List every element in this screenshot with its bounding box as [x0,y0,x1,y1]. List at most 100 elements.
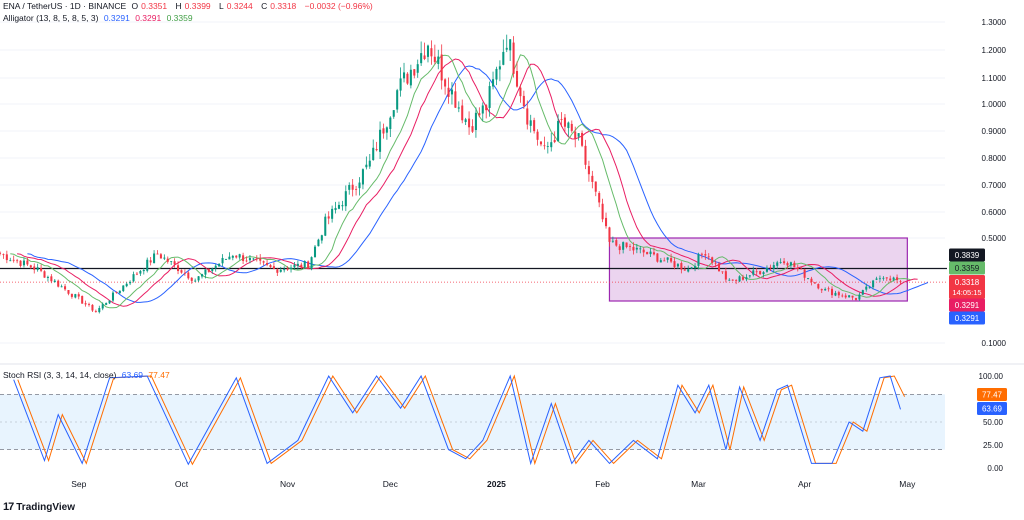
candle-body [180,270,183,273]
candle-body [546,146,549,147]
candle-body [207,269,210,272]
candle-body [642,249,645,253]
candle-body [605,217,608,227]
horizontal-line[interactable] [0,267,947,283]
candle-body [444,79,447,87]
candle-body [46,276,49,278]
candle-body [135,273,138,275]
candle-body [156,253,159,255]
stoch-d-line [17,374,906,466]
ohlc-close: C 0.3318 [261,1,297,11]
candle-body [885,277,888,279]
candle-body [122,285,125,292]
candle-body [639,248,642,250]
price-axis[interactable]: 1.3000 1.2000 1.1000 1.0000 0.9000 0.8000 0.70… [979,18,1007,473]
candle-body [461,105,464,121]
candle-body [420,53,423,64]
candle-body [2,254,5,256]
candle-body [170,261,173,262]
alligator-lips-line [10,54,911,309]
candle-body [844,295,847,298]
candle-body [796,267,799,270]
candle-body [666,257,669,260]
candle-body [581,132,584,146]
candle-body [663,260,666,262]
time-axis[interactable]: Sep Oct Nov Dec 2025 Feb Mar Apr May [71,479,916,489]
candle-body [611,240,614,242]
candle-body [872,280,875,288]
alligator-legend[interactable]: Alligator (13, 8, 5, 8, 5, 3) 0.3291 0.3… [3,12,196,24]
candle-body [601,203,604,220]
tradingview-logo[interactable]: 17 TradingView [3,501,75,513]
tradingview-logo-text: TradingView [16,501,75,513]
candle-body [748,275,751,277]
candle-body [505,47,508,50]
candle-body [584,145,587,165]
candle-body [313,246,317,258]
candle-body [105,303,108,305]
candle-body [868,287,871,289]
candle-body [721,271,724,273]
candle-body [53,280,56,283]
candle-body [800,268,803,270]
candle-body [190,277,193,281]
candle-body [331,208,334,219]
candle-body [591,175,594,182]
candle-body [652,252,655,255]
candle-body [714,262,717,264]
candle-body [509,39,512,51]
candle-body [159,254,162,259]
candle-body [632,246,635,251]
candle-body [765,267,768,272]
candle-body [837,292,840,296]
candle-body [221,257,224,264]
candle-body [481,105,484,114]
candle-body [33,266,36,270]
time-tick-label: Dec [383,479,399,489]
candle-body [851,295,854,298]
candle-body [498,66,501,70]
stoch-tick-label: 50.00 [983,418,1004,427]
tradingview-mark-icon: 17 [3,501,14,513]
candle-body [594,181,597,192]
candle-body [94,311,97,312]
candle-body [320,235,323,241]
candle-body [570,123,573,131]
candle-body [296,263,299,266]
candle-body [392,110,395,117]
consolidation-range-rectangle[interactable] [608,237,908,302]
candle-body [574,131,577,139]
candle-body [262,261,265,263]
time-tick-label: Oct [175,479,189,489]
candle-body [711,257,714,263]
symbol-title[interactable]: ENA / TetherUS · 1D · BINANCE [3,1,127,11]
time-tick-label: Feb [595,479,610,489]
range-box[interactable] [608,237,908,302]
stoch-legend[interactable]: Stoch RSI (3, 3, 14, 14, close) 63.69 77… [3,369,173,381]
candle-body [67,289,70,294]
candle-body [22,260,25,266]
candle-body [235,255,238,258]
candle-body [279,269,282,272]
candle-body [87,304,91,305]
candle-body [389,117,392,129]
stoch-label[interactable]: Stoch RSI (3, 3, 14, 14, close) [3,370,117,380]
candle-body [464,119,467,123]
candle-body [759,271,762,275]
candle-body [177,265,180,272]
price-tick-label: 0.7000 [982,181,1007,190]
candle-body [776,262,779,266]
alligator-label[interactable]: Alligator (13, 8, 5, 8, 5, 3) [3,13,99,23]
candle-body [553,139,556,143]
candle-body [680,263,683,270]
candle-body [724,271,727,280]
price-tick-label: 0.1000 [982,339,1007,348]
candle-body [248,257,251,261]
candle-body [762,272,765,275]
candle-body [878,278,881,280]
candle-body [43,271,46,278]
candle-body [492,79,495,87]
